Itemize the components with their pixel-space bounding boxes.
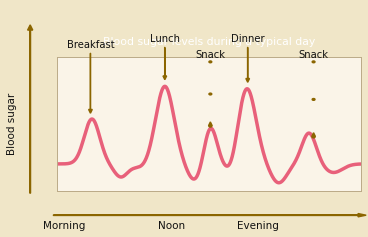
Text: Snack: Snack <box>298 50 329 60</box>
Text: Evening: Evening <box>237 221 279 231</box>
Text: Morning: Morning <box>43 221 86 231</box>
Text: Blood sugar: Blood sugar <box>7 93 17 155</box>
Text: Breakfast: Breakfast <box>67 40 114 50</box>
Text: Noon: Noon <box>158 221 185 231</box>
Text: Snack: Snack <box>195 50 225 60</box>
Text: Blood sugar levels during a typical day: Blood sugar levels during a typical day <box>103 37 315 47</box>
Text: Dinner: Dinner <box>231 34 265 44</box>
Text: Lunch: Lunch <box>150 34 180 44</box>
